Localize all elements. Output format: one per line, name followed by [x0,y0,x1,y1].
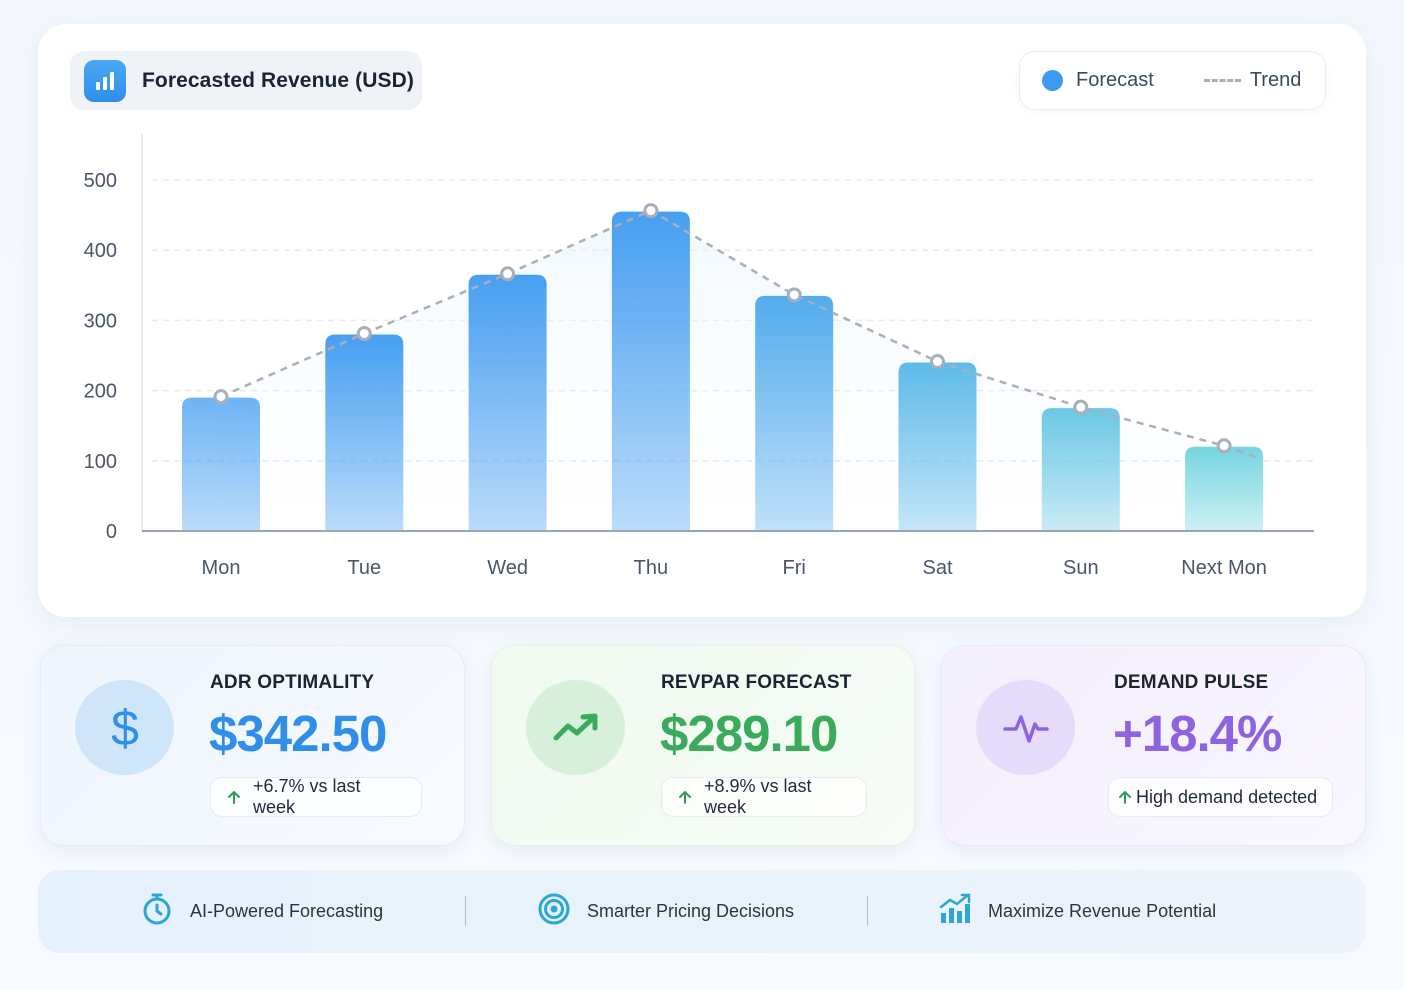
stopwatch-icon [140,892,174,931]
kpi-title: REVPAR FORECAST [661,672,852,693]
chart-legend: Forecast Trend [1019,51,1326,110]
svg-text:$: $ [111,702,139,754]
arrow-up-icon [1118,790,1132,804]
chart-title: Forecasted Revenue (USD) [142,68,414,92]
y-tick-label: 300 [84,310,117,332]
footer-item-pricing: Smarter Pricing Decisions [537,870,794,953]
forecast-legend-marker [1042,70,1063,91]
footer-label: AI-Powered Forecasting [190,901,384,921]
footer-item-revenue: Maximize Revenue Potential [938,870,1216,953]
x-tick-label: Wed [487,557,528,579]
kpi-title: ADR OPTIMALITY [210,672,375,693]
growth-chart-icon [938,892,972,931]
kpi-change-badge: +8.9% vs last week [661,776,867,817]
bar-wed [468,274,547,531]
trend-line [220,209,1258,459]
trend-point-next-mon [1216,438,1232,454]
bar-sun [1041,408,1120,531]
footer-divider [867,896,868,926]
trend-point-wed [500,266,516,282]
revenue-chart: 0 100 200 300 400 500 Mon Tue Wed Thu Fri Sat Sun Nex… [84,134,1314,579]
bar-thu [611,211,690,531]
trend-point-mon [213,389,229,405]
y-tick-label: 400 [84,240,117,262]
kpi-value: +18.4% [1113,705,1282,762]
kpi-status-text: High demand detected [1136,786,1318,807]
footer-label: Smarter Pricing Decisions [587,901,795,921]
footer-divider [465,896,466,926]
bar-chart-icon [84,59,126,102]
bar-fri [755,295,834,531]
pulse-icon [976,680,1075,775]
legend-forecast-label: Forecast [1076,69,1154,91]
kpi-card-adr: $ ADR OPTIMALITY $342.50 +6.7% vs last w… [40,645,465,846]
kpi-change-text: +8.9% vs last week [704,776,812,817]
chart-title-pill: Forecasted Revenue (USD) [70,51,422,110]
x-tick-label: Mon [202,557,241,579]
trend-point-fri [786,287,802,303]
kpi-change-badge: +6.7% vs last week [210,776,422,817]
y-tick-label: 100 [84,451,117,473]
trend-point-tue [356,325,372,341]
bar-mon [182,397,260,531]
kpi-status-badge: High demand detected [1108,777,1333,817]
trend-point-thu [643,203,659,219]
x-tick-label: Sat [922,557,952,579]
x-tick-label: Thu [634,557,668,579]
kpi-title: DEMAND PULSE [1114,672,1269,693]
legend-trend-label: Trend [1249,69,1302,91]
x-tick-label: Fri [783,557,806,579]
feature-footer: AI-Powered Forecasting Smarter Pricing D… [38,870,1366,953]
trend-point-sun [1073,399,1089,415]
x-tick-label: Tue [347,557,381,579]
target-icon [537,892,571,931]
trend-legend-marker [1203,79,1241,82]
arrow-up-icon [227,790,241,804]
kpi-card-demand: DEMAND PULSE +18.4% High demand detected [941,645,1366,846]
trending-up-icon [526,680,625,775]
revenue-chart-card: 0 100 200 300 400 500 Mon Tue Wed Thu Fri Sat Sun Nex… [38,24,1366,617]
bar-tue [325,334,404,531]
kpi-card-revpar: REVPAR FORECAST $289.10 +8.9% vs last we… [491,645,915,846]
x-tick-label: Sun [1063,557,1099,579]
x-tick-label: Next Mon [1181,557,1267,579]
y-tick-label: 200 [84,381,117,403]
y-tick-label: 0 [106,521,117,543]
dollar-icon: $ [75,680,174,775]
bar-sat [898,362,977,531]
y-tick-label: 500 [84,170,117,192]
kpi-value: $342.50 [209,705,387,762]
footer-label: Maximize Revenue Potential [988,901,1217,921]
bar-next-mon [1185,446,1264,531]
trend-point-sat [930,354,945,370]
footer-item-forecasting: AI-Powered Forecasting [140,870,383,953]
kpi-value: $289.10 [660,705,838,762]
arrow-up-icon [678,790,692,804]
kpi-change-text: +6.7% vs last week [253,776,361,817]
